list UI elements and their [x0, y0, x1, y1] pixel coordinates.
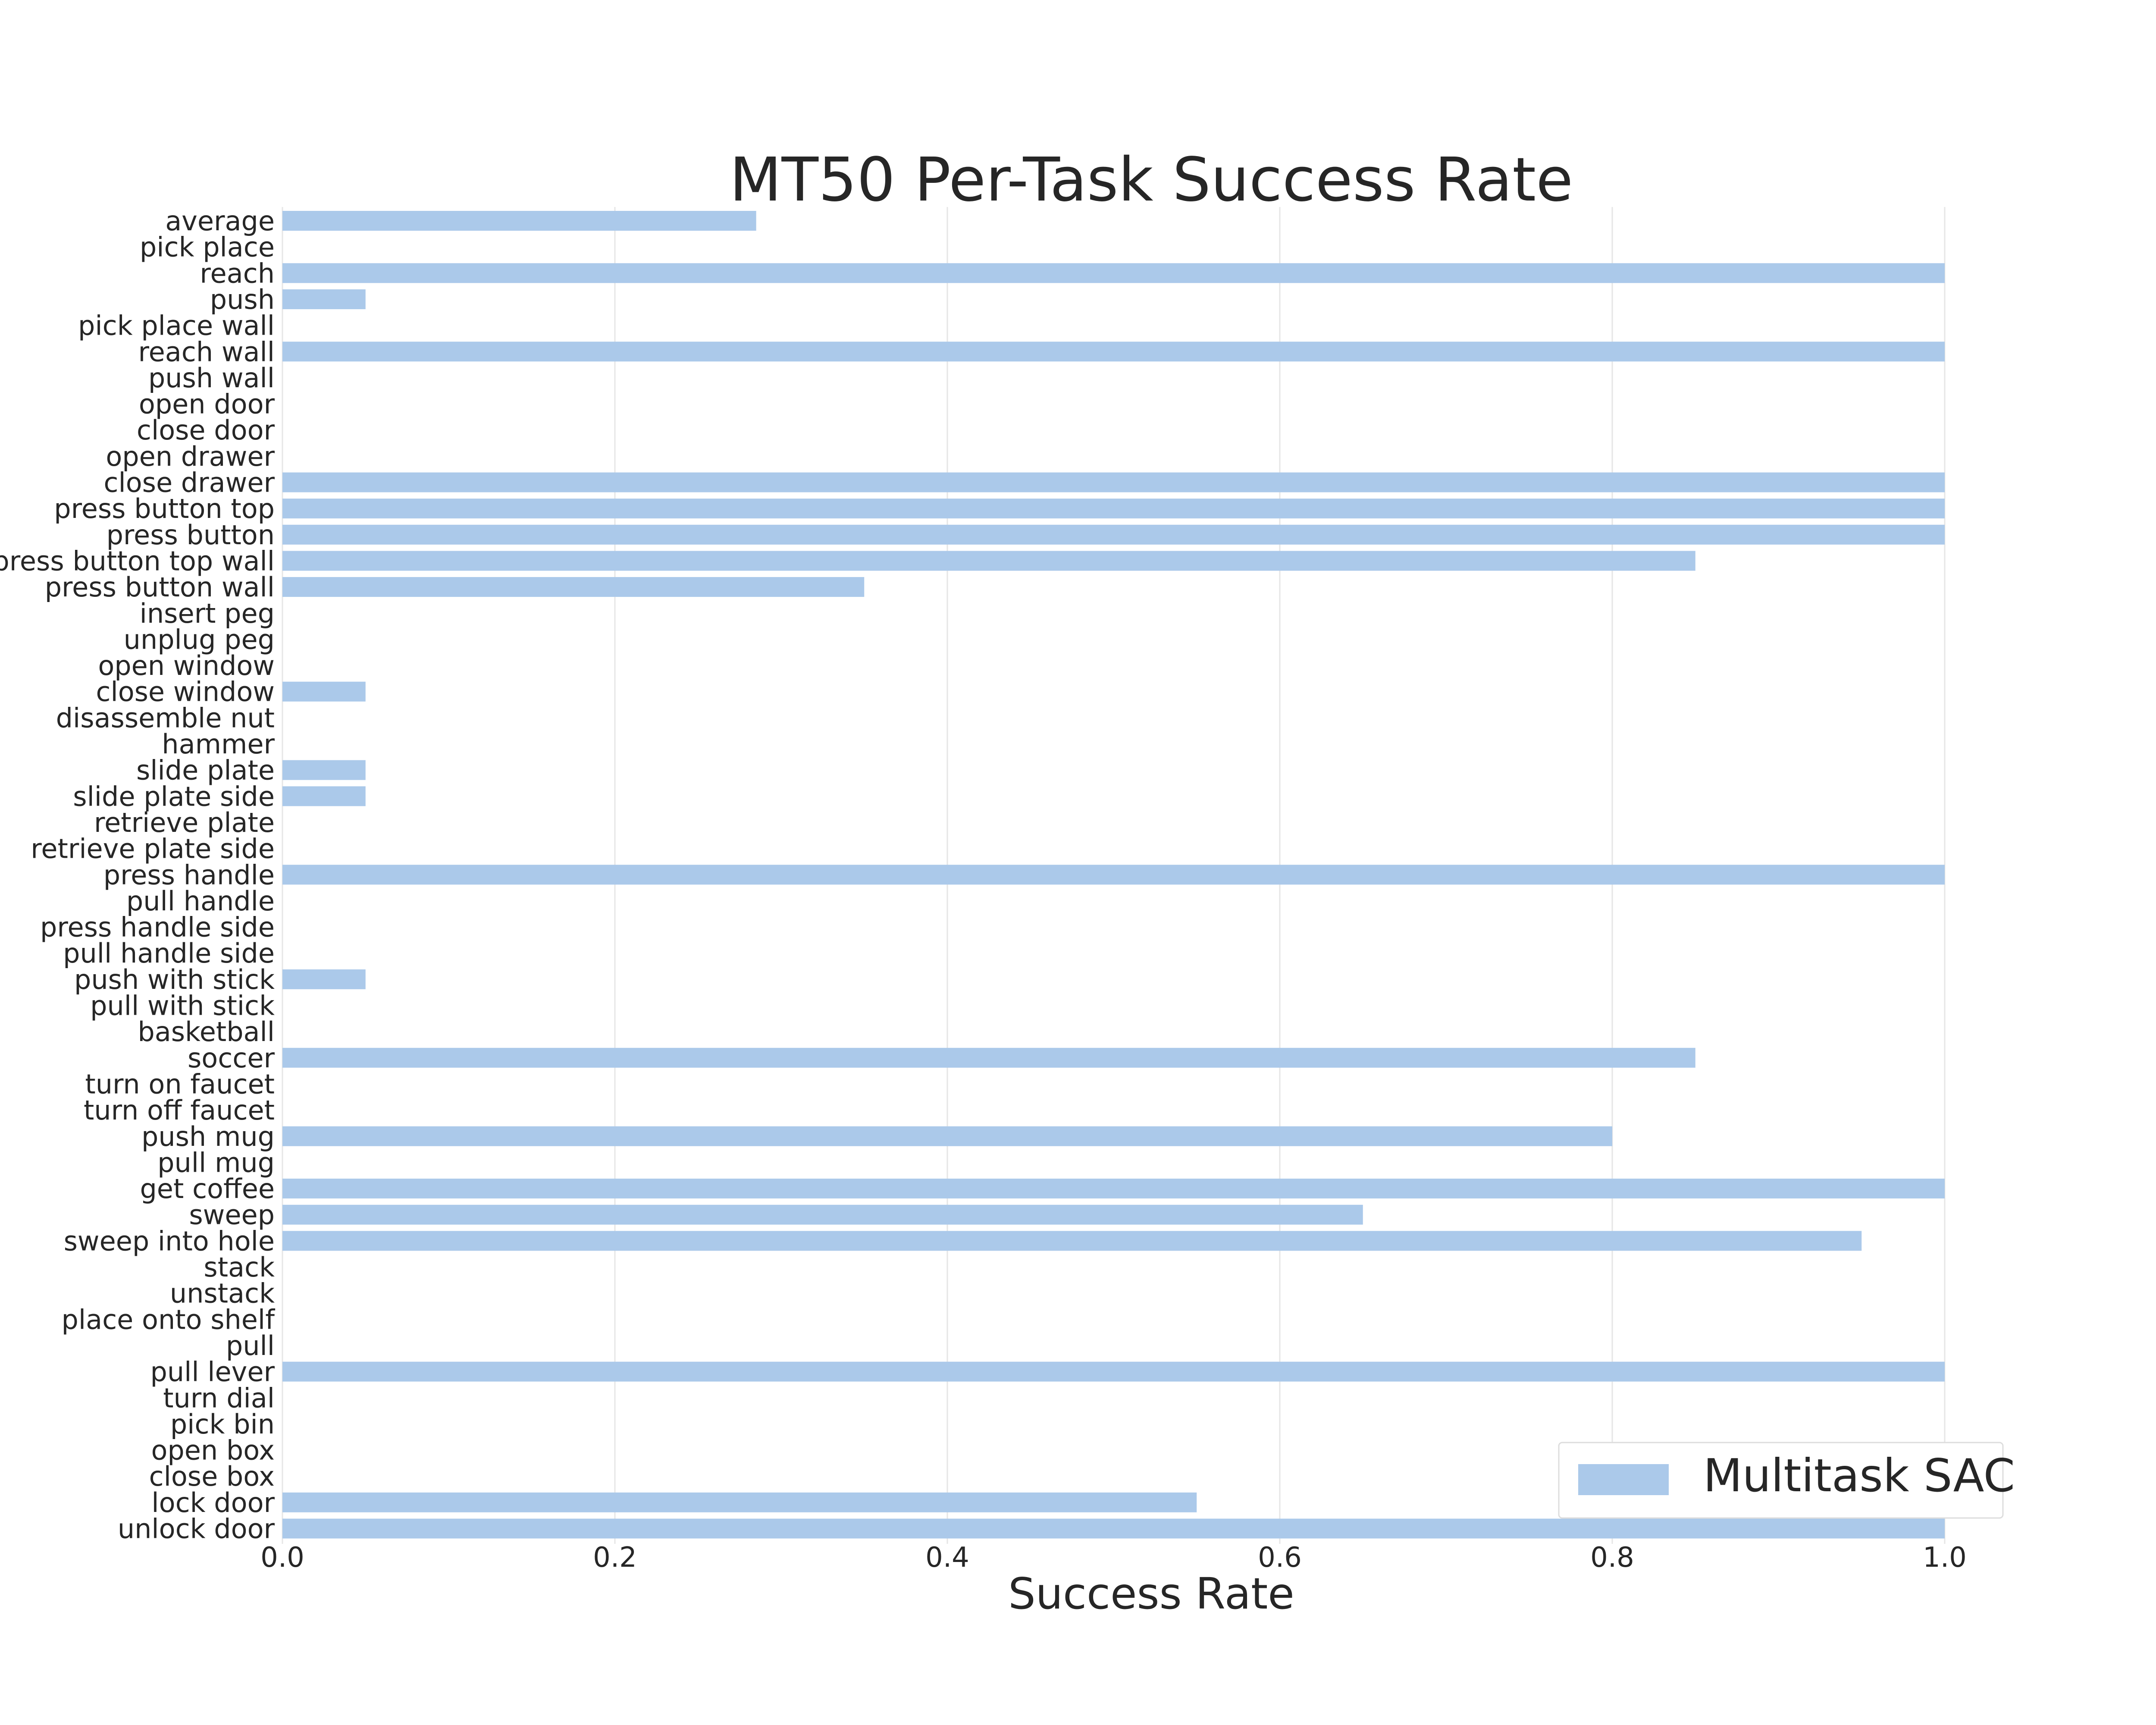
legend-frame	[1558, 1442, 2004, 1519]
category-label-push-with-stick: push with stick	[74, 964, 275, 995]
category-label-disassemble-nut: disassemble nut	[56, 702, 275, 734]
category-label-open-drawer: open drawer	[106, 441, 275, 472]
category-label-lock-door: lock door	[151, 1487, 275, 1518]
category-label-unlock-door: unlock door	[118, 1513, 275, 1545]
category-label-pull-handle: pull handle	[126, 885, 275, 917]
category-label-close-drawer: close drawer	[103, 467, 275, 499]
category-label-get-coffee: get coffee	[140, 1173, 275, 1204]
category-label-turn-dial: turn dial	[163, 1382, 275, 1414]
category-label-close-window: close window	[96, 676, 275, 708]
category-label-press-button-wall: press button wall	[45, 571, 275, 603]
category-label-press-button-top-wall: press button top wall	[0, 545, 275, 577]
bar-pull-lever	[282, 1361, 1945, 1382]
category-label-press-button: press button	[107, 519, 275, 551]
category-label-push-wall: push wall	[148, 362, 275, 394]
category-label-place-onto-shelf: place onto shelf	[62, 1304, 276, 1335]
category-label-pick-bin: pick bin	[170, 1408, 275, 1440]
legend: Multitask SAC	[1558, 1442, 2015, 1519]
bar-sweep	[282, 1204, 1363, 1225]
category-label-soccer: soccer	[188, 1042, 275, 1074]
category-label-press-handle: press handle	[103, 859, 275, 891]
category-label-pick-place: pick place	[140, 232, 275, 263]
bar-press-button-wall	[282, 577, 865, 597]
category-label-pull: pull	[226, 1330, 275, 1361]
category-label-close-door: close door	[137, 414, 275, 446]
x-tick-labels: 0.0 0.2 0.4 0.6 0.8 1.0	[260, 1542, 1967, 1574]
bar-get-coffee	[282, 1179, 1945, 1199]
category-label-pull-handle-side: pull handle side	[63, 938, 275, 969]
bars	[282, 211, 1945, 1539]
category-label-open-window: open window	[98, 650, 275, 681]
category-label-turn-on-faucet: turn on faucet	[85, 1068, 275, 1100]
category-label-press-button-top: press button top	[54, 493, 275, 524]
bar-press-button-top	[282, 499, 1945, 519]
x-tick-label: 0.0	[260, 1542, 304, 1574]
bar-close-drawer	[282, 472, 1945, 492]
bar-push-mug	[282, 1126, 1612, 1146]
legend-label: Multitask SAC	[1703, 1449, 2015, 1502]
category-label-slide-plate-side: slide plate side	[73, 781, 275, 812]
bar-press-button	[282, 524, 1945, 545]
category-label-slide-plate: slide plate	[136, 755, 275, 786]
bar-sweep-into-hole	[282, 1231, 1862, 1251]
category-label-insert-peg: insert peg	[140, 598, 275, 629]
category-label-sweep: sweep	[189, 1199, 275, 1231]
category-label-retrieve-plate-side: retrieve plate side	[31, 833, 275, 865]
category-label-reach: reach	[200, 257, 275, 289]
category-label-press-handle-side: press handle side	[40, 912, 275, 943]
bar-close-window	[282, 681, 366, 702]
bar-reach-wall	[282, 342, 1945, 362]
bar-average	[282, 211, 756, 231]
category-label-open-box: open box	[151, 1435, 275, 1466]
chart-title: MT50 Per-Task Success Rate	[730, 145, 1573, 215]
legend-swatch	[1578, 1464, 1669, 1495]
bar-slide-plate	[282, 760, 366, 780]
bar-push	[282, 289, 366, 309]
x-tick-label: 0.6	[1258, 1542, 1302, 1574]
category-label-turn-off-faucet: turn off faucet	[84, 1095, 275, 1126]
category-label-pick-place-wall: pick place wall	[78, 310, 275, 342]
category-label-sweep-into-hole: sweep into hole	[64, 1225, 275, 1257]
category-label-stack: stack	[204, 1251, 275, 1283]
bar-soccer	[282, 1048, 1695, 1068]
category-label-open-door: open door	[139, 389, 275, 420]
category-label-basketball: basketball	[138, 1016, 275, 1048]
category-label-average: average	[165, 205, 275, 237]
x-tick-label: 0.2	[593, 1542, 637, 1574]
category-label-pull-mug: pull mug	[157, 1147, 275, 1178]
category-label-push: push	[210, 284, 275, 315]
x-tick-label: 0.8	[1590, 1542, 1634, 1574]
x-tick-label: 0.4	[925, 1542, 969, 1574]
x-tick-label: 1.0	[1923, 1542, 1967, 1574]
category-label-unstack: unstack	[170, 1278, 275, 1309]
bar-push-with-stick	[282, 969, 366, 989]
category-label-hammer: hammer	[162, 728, 275, 760]
bar-press-handle	[282, 865, 1945, 885]
bar-slide-plate-side	[282, 786, 366, 806]
bar-press-button-top-wall	[282, 551, 1695, 571]
category-label-retrieve-plate: retrieve plate	[94, 807, 275, 838]
category-label-reach-wall: reach wall	[138, 336, 275, 367]
bar-lock-door	[282, 1492, 1197, 1512]
x-axis-label: Success Rate	[1008, 1568, 1294, 1619]
category-label-unplug-peg: unplug peg	[124, 624, 275, 655]
category-label-pull-with-stick: pull with stick	[90, 990, 275, 1022]
bar-unlock-door	[282, 1518, 1945, 1539]
bar-reach	[282, 263, 1945, 283]
category-label-pull-lever: pull lever	[150, 1356, 275, 1388]
category-label-push-mug: push mug	[141, 1121, 275, 1152]
category-label-close-box: close box	[149, 1461, 275, 1492]
